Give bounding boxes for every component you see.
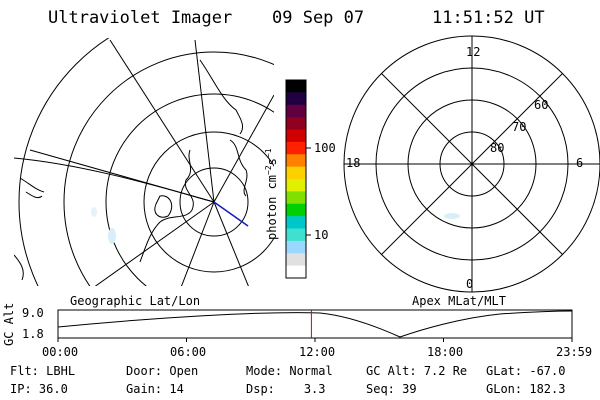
info-glon: GLon: 182.3 bbox=[486, 382, 566, 396]
meridian bbox=[109, 39, 215, 203]
colorbar-segment bbox=[286, 253, 306, 267]
colorbar-segment bbox=[286, 104, 306, 118]
info-seq: Seq: 39 bbox=[366, 382, 417, 396]
info-door: Door: Open bbox=[126, 364, 199, 378]
meridian bbox=[94, 201, 215, 286]
colorbar-tick-label: 100 bbox=[314, 141, 336, 155]
altitude-xtick: 18:00 bbox=[427, 345, 464, 359]
time-label: 11:51:52 UT bbox=[432, 8, 545, 28]
altitude-xtick: 06:00 bbox=[170, 345, 207, 359]
geographic-map bbox=[14, 38, 274, 286]
colorbar-segment bbox=[286, 265, 306, 279]
colorbar-segment bbox=[286, 228, 306, 242]
altitude-xtick: 00:00 bbox=[42, 345, 79, 359]
altitude-ytick: 1.8 bbox=[22, 327, 44, 341]
lat-circle bbox=[105, 93, 274, 286]
geographic-caption: Geographic Lat/Lon bbox=[70, 294, 201, 308]
mlat-label-60: 60 bbox=[534, 98, 549, 112]
lat-circle bbox=[143, 131, 274, 273]
info-ip: IP: 36.0 bbox=[10, 382, 68, 396]
colorbar-segment bbox=[286, 92, 306, 106]
altitude-ytick: 9.0 bbox=[22, 306, 44, 320]
x-ticks bbox=[57, 338, 573, 342]
mlt-line bbox=[381, 73, 563, 255]
mlt-label-18: 18 bbox=[346, 156, 361, 170]
colorbar-segment bbox=[286, 154, 306, 168]
lat-circle bbox=[63, 51, 274, 286]
colorbar-segment bbox=[286, 240, 306, 254]
lat-circle bbox=[179, 167, 249, 237]
info-mode: Mode: Normal bbox=[246, 364, 333, 378]
colorbar-frame bbox=[285, 79, 307, 279]
coastline bbox=[19, 177, 45, 193]
meridian bbox=[194, 39, 215, 203]
track-line bbox=[14, 157, 249, 227]
mlat-label-80: 80 bbox=[490, 141, 505, 155]
coastline bbox=[139, 149, 194, 263]
meridian bbox=[213, 94, 274, 203]
colorbar-segment bbox=[286, 203, 306, 217]
colorbar-segment bbox=[286, 179, 306, 192]
colorbar-unit-label: photon cm−2s−1 bbox=[264, 148, 279, 240]
info-gain: Gain: 14 bbox=[126, 382, 184, 396]
coastline bbox=[229, 139, 248, 197]
colorbar bbox=[286, 80, 306, 279]
apex-caption: Apex MLat/MLT bbox=[412, 294, 506, 308]
coastline bbox=[154, 195, 173, 218]
colorbar-segment bbox=[286, 166, 306, 180]
auroral-emission bbox=[91, 207, 97, 217]
mlt-label-0: 0 bbox=[466, 277, 474, 291]
auroral-emission bbox=[444, 213, 460, 219]
info-glat: GLat: -67.0 bbox=[486, 364, 566, 378]
altitude-xtick: 23:59 bbox=[556, 345, 593, 359]
colorbar-segment bbox=[286, 191, 306, 205]
auroral-emission bbox=[108, 228, 116, 244]
colorbar-segment bbox=[286, 117, 306, 130]
lat-circle bbox=[18, 38, 110, 286]
mlt-label-6: 6 bbox=[576, 156, 584, 170]
info-gcalt: GC Alt: 7.2 Re bbox=[366, 364, 468, 378]
colorbar-segment bbox=[286, 129, 306, 143]
meridian bbox=[181, 201, 215, 286]
colorbar-segment bbox=[286, 216, 306, 229]
instrument-title: Ultraviolet Imager bbox=[48, 8, 233, 28]
colorbar-segment bbox=[286, 80, 306, 93]
info-filter: Flt: LBHL bbox=[10, 364, 76, 378]
coastline bbox=[25, 191, 43, 199]
coastline bbox=[14, 254, 24, 281]
mlat-label-70: 70 bbox=[512, 120, 527, 134]
meridian bbox=[213, 201, 249, 286]
mlt-dial bbox=[343, 35, 600, 293]
colorbar-segment bbox=[286, 141, 306, 155]
subsatellite-track bbox=[213, 201, 249, 227]
altitude-ylabel: GC Alt bbox=[2, 302, 16, 346]
coastline bbox=[199, 59, 243, 135]
colorbar-tick-label: 10 bbox=[314, 228, 329, 242]
altitude-xtick: 12:00 bbox=[299, 345, 336, 359]
altitude-curve bbox=[57, 310, 573, 338]
mlt-label-12: 12 bbox=[466, 45, 481, 59]
date-label: 09 Sep 07 bbox=[272, 8, 365, 28]
info-dsp: Dsp: 3.3 bbox=[246, 382, 326, 396]
